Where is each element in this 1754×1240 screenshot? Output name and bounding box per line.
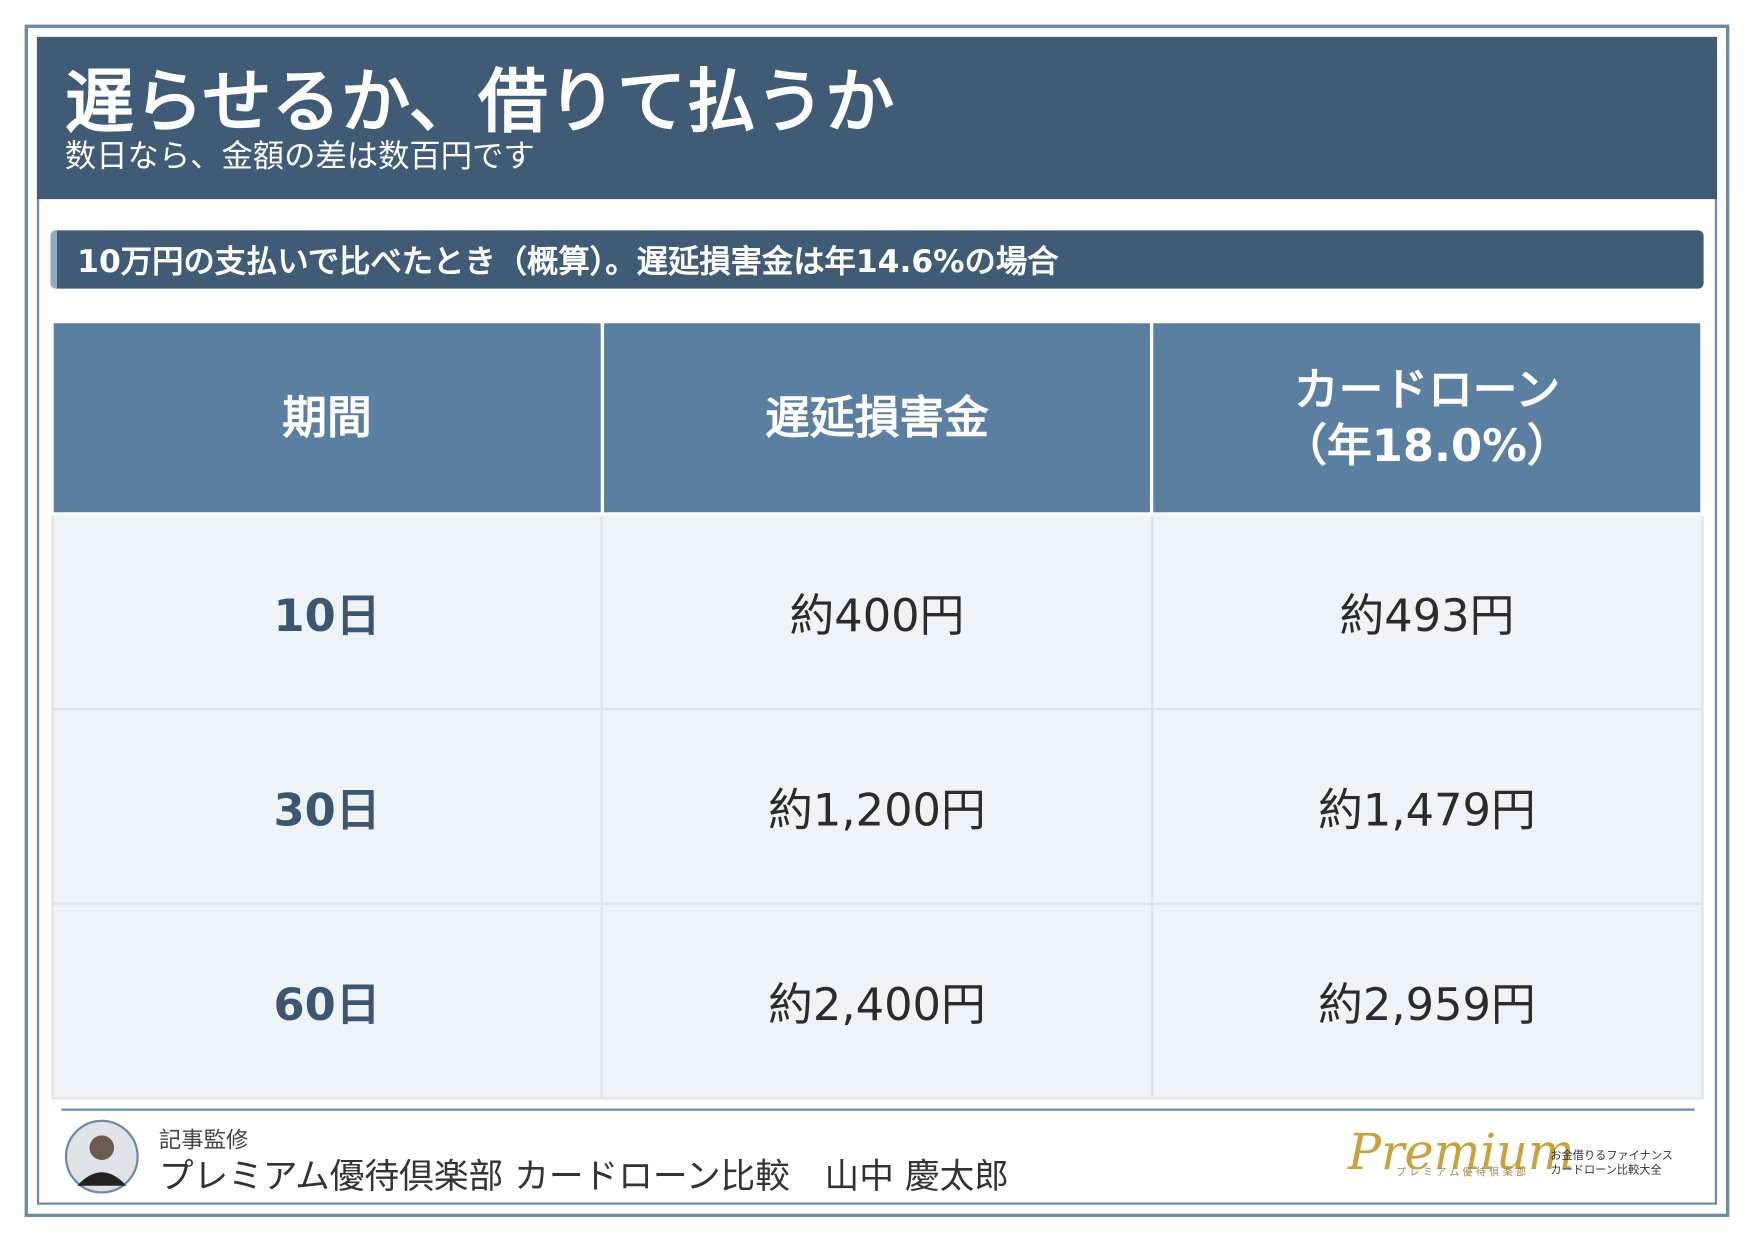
header-band <box>36 36 1718 200</box>
cell: 10日 <box>50 512 604 711</box>
logo-kana: プレミアム優待倶楽部 <box>1396 1167 1530 1180</box>
subheading: 10万円の支払いで比べたとき（概算）。遅延損害金は年14.6%の場合 <box>50 230 1704 289</box>
row: 60日 約2,400円 約2,959円 <box>50 902 1704 1100</box>
footer-rule <box>61 1108 1695 1111</box>
footer-name: プレミアム優待倶楽部 カードローン比較 山中 慶太郎 <box>158 1156 1009 1197</box>
footer-label: 記事監修 <box>158 1126 249 1154</box>
row: 30日 約1,200円 約1,479円 <box>50 708 1704 905</box>
column-header: カードローン （年18.0%） <box>1150 319 1704 516</box>
outer-border <box>24 24 1730 1218</box>
cell: 約2,400円 <box>600 902 1154 1100</box>
cell: 約1,479円 <box>1150 708 1704 905</box>
logo-tagline: カードローン比較大全 <box>1550 1164 1662 1177</box>
logo-tagline: お金借りるファイナンス <box>1550 1149 1673 1163</box>
cell: 30日 <box>50 708 604 905</box>
column-header: 遅延損害金 <box>600 319 1154 516</box>
logo-wordmark: Premium <box>1347 1124 1575 1182</box>
avatar <box>64 1119 139 1194</box>
title: 遅らせるか、借りて払うか <box>64 60 895 143</box>
column-header: 期間 <box>50 319 604 516</box>
row: 10日 約400円 約493円 <box>50 512 1704 711</box>
header-row: 期間 遅延損害金 カードローン （年18.0%） <box>50 319 1704 516</box>
subtitle: 数日なら、金額の差は数百円です <box>64 137 535 175</box>
cell: 60日 <box>50 902 604 1100</box>
comparison-table: 期間 遅延損害金 カードローン （年18.0%） 10日 約400円 約493円… <box>50 319 1704 1100</box>
cell: 約2,959円 <box>1150 902 1704 1100</box>
cell: 約400円 <box>600 512 1154 711</box>
cell: 約1,200円 <box>600 708 1154 905</box>
cell: 約493円 <box>1150 512 1704 711</box>
